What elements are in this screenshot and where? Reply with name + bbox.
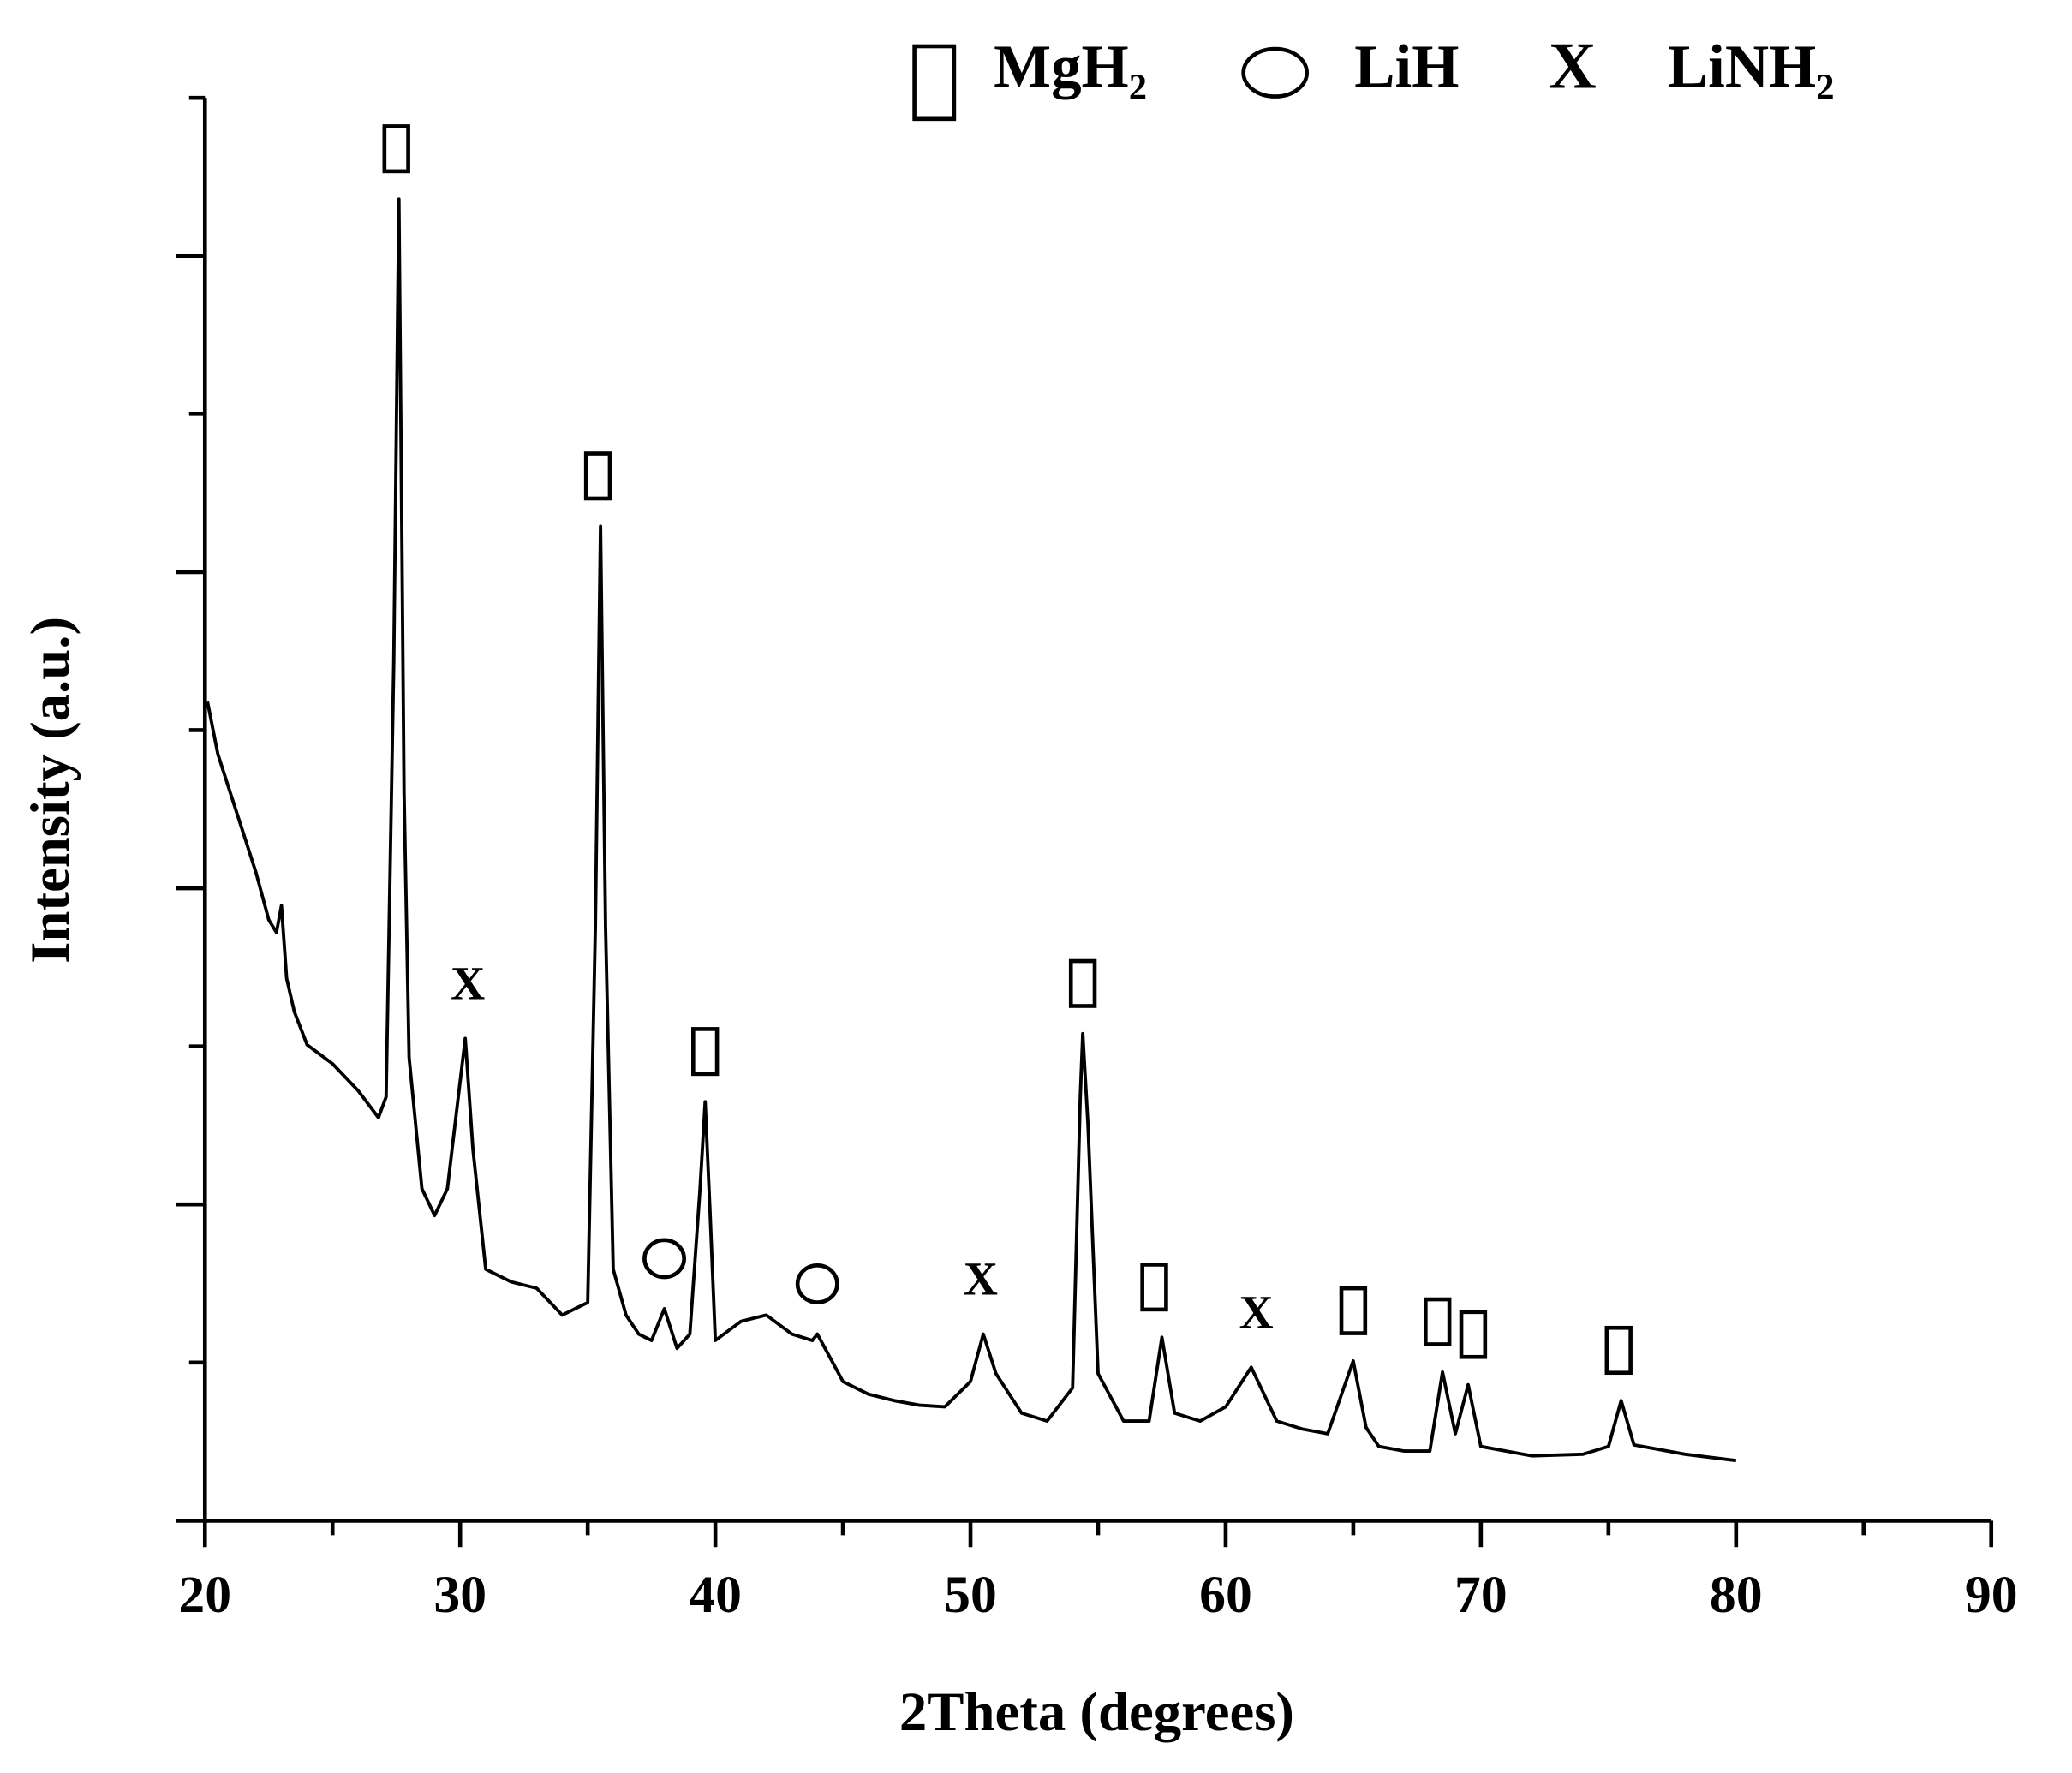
annotation-square xyxy=(1339,1286,1368,1335)
annotation-square xyxy=(1424,1297,1452,1346)
annotation-square xyxy=(1604,1325,1633,1376)
legend-label: LiNH₂ xyxy=(1668,33,1835,100)
x-tick-label: 30 xyxy=(433,1566,487,1624)
annotation-square xyxy=(583,451,612,501)
legend-label: LiH xyxy=(1354,33,1459,100)
legend-circle xyxy=(1241,46,1310,98)
xrd-curve xyxy=(206,197,1737,1463)
x-tick-label: 40 xyxy=(689,1566,742,1624)
x-tick-label: 20 xyxy=(178,1566,231,1624)
annotation-circle xyxy=(795,1263,839,1304)
y-axis-title: Intensity (a.u.) xyxy=(20,617,81,964)
annotation-square xyxy=(1068,958,1097,1008)
annotation-x: X xyxy=(451,958,485,1011)
annotation-square xyxy=(691,1027,720,1077)
annotation-square xyxy=(382,124,410,174)
legend-symbol: X xyxy=(1549,29,1597,103)
x-tick-label: 60 xyxy=(1199,1566,1252,1624)
x-axis-title: 2Theta (degrees) xyxy=(899,1681,1294,1743)
annotation-square xyxy=(1459,1310,1488,1359)
x-tick-label: 50 xyxy=(944,1566,997,1624)
legend-square xyxy=(912,44,957,122)
x-tick-label: 70 xyxy=(1454,1566,1508,1624)
annotation-circle xyxy=(642,1238,686,1280)
legend-label: MgH₂ xyxy=(994,33,1147,100)
annotation-x: X xyxy=(964,1254,998,1306)
annotation-square xyxy=(1140,1263,1168,1312)
x-tick-label: 90 xyxy=(1965,1566,2018,1624)
annotation-x: X xyxy=(1239,1286,1274,1339)
x-tick-label: 80 xyxy=(1710,1566,1763,1624)
